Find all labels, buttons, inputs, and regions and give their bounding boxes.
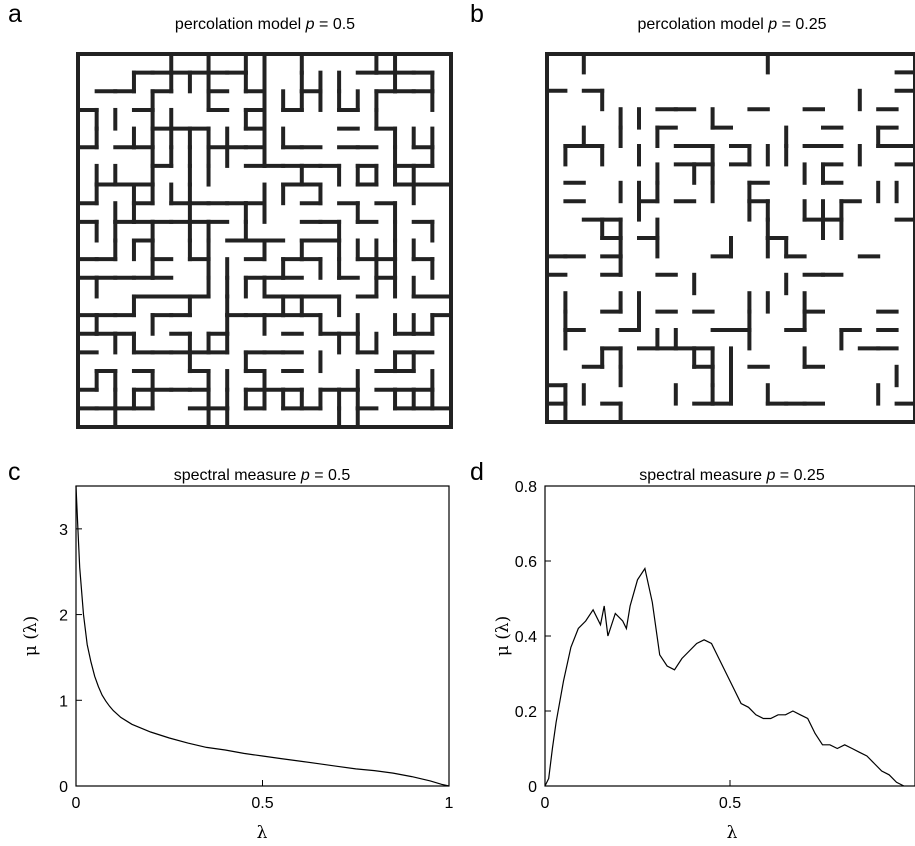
panel-letter-d: d bbox=[470, 458, 484, 486]
y-tick-label-c: 0 bbox=[59, 779, 68, 796]
x-tick-label-c: 0.5 bbox=[251, 795, 273, 812]
panel-letter-a: a bbox=[8, 0, 22, 28]
x-axis-label-c: λ bbox=[257, 823, 268, 843]
y-tick-label-c: 1 bbox=[59, 693, 68, 710]
y-tick-label-d: 0 bbox=[528, 779, 537, 796]
y-tick-label-d: 0.4 bbox=[515, 629, 537, 646]
spectral-chart-c: 0 0.5 1 0 1 2 3 λ μ (λ) bbox=[21, 485, 454, 843]
x-tick-label-c: 1 bbox=[445, 795, 454, 812]
panel-letter-c: c bbox=[8, 458, 21, 486]
percolation-lattice-a bbox=[76, 52, 453, 429]
y-axis-label-d: μ (λ) bbox=[493, 616, 513, 657]
y-tick-label-c: 3 bbox=[59, 522, 68, 539]
y-tick-label-d: 0.6 bbox=[515, 554, 537, 571]
x-tick-label-c: 0 bbox=[72, 795, 81, 812]
y-tick-label-c: 2 bbox=[59, 608, 68, 625]
axis-ticks-d: 0 0.5 0 0.2 0.4 0.6 0.8 bbox=[515, 479, 741, 812]
panel-b-title: percolation model p = 0.25 bbox=[637, 16, 826, 33]
y-tick-label-d: 0.8 bbox=[515, 479, 537, 496]
panel-c-title: spectral measure p = 0.5 bbox=[174, 467, 351, 484]
panel-d-title: spectral measure p = 0.25 bbox=[639, 467, 825, 484]
lattice-frame-b bbox=[545, 52, 915, 424]
x-axis-label-d: λ bbox=[727, 823, 738, 843]
x-tick-label-d: 0 bbox=[541, 795, 550, 812]
plot-frame-c bbox=[75, 485, 450, 787]
plot-frame-d bbox=[544, 485, 915, 787]
percolation-lattice-b bbox=[545, 52, 915, 424]
y-axis-label-c: μ (λ) bbox=[21, 616, 41, 657]
series-line-d bbox=[544, 566, 905, 787]
spectral-chart-d: 0 0.5 0 0.2 0.4 0.6 0.8 λ μ (λ) bbox=[493, 479, 915, 843]
panel-letter-b: b bbox=[470, 0, 484, 28]
y-tick-label-d: 0.2 bbox=[515, 704, 537, 721]
series-line-c bbox=[75, 485, 450, 787]
x-tick-label-d: 0.5 bbox=[719, 795, 741, 812]
panel-a-title: percolation model p = 0.5 bbox=[175, 16, 355, 33]
axis-ticks-c: 0 0.5 1 0 1 2 3 bbox=[59, 522, 453, 812]
